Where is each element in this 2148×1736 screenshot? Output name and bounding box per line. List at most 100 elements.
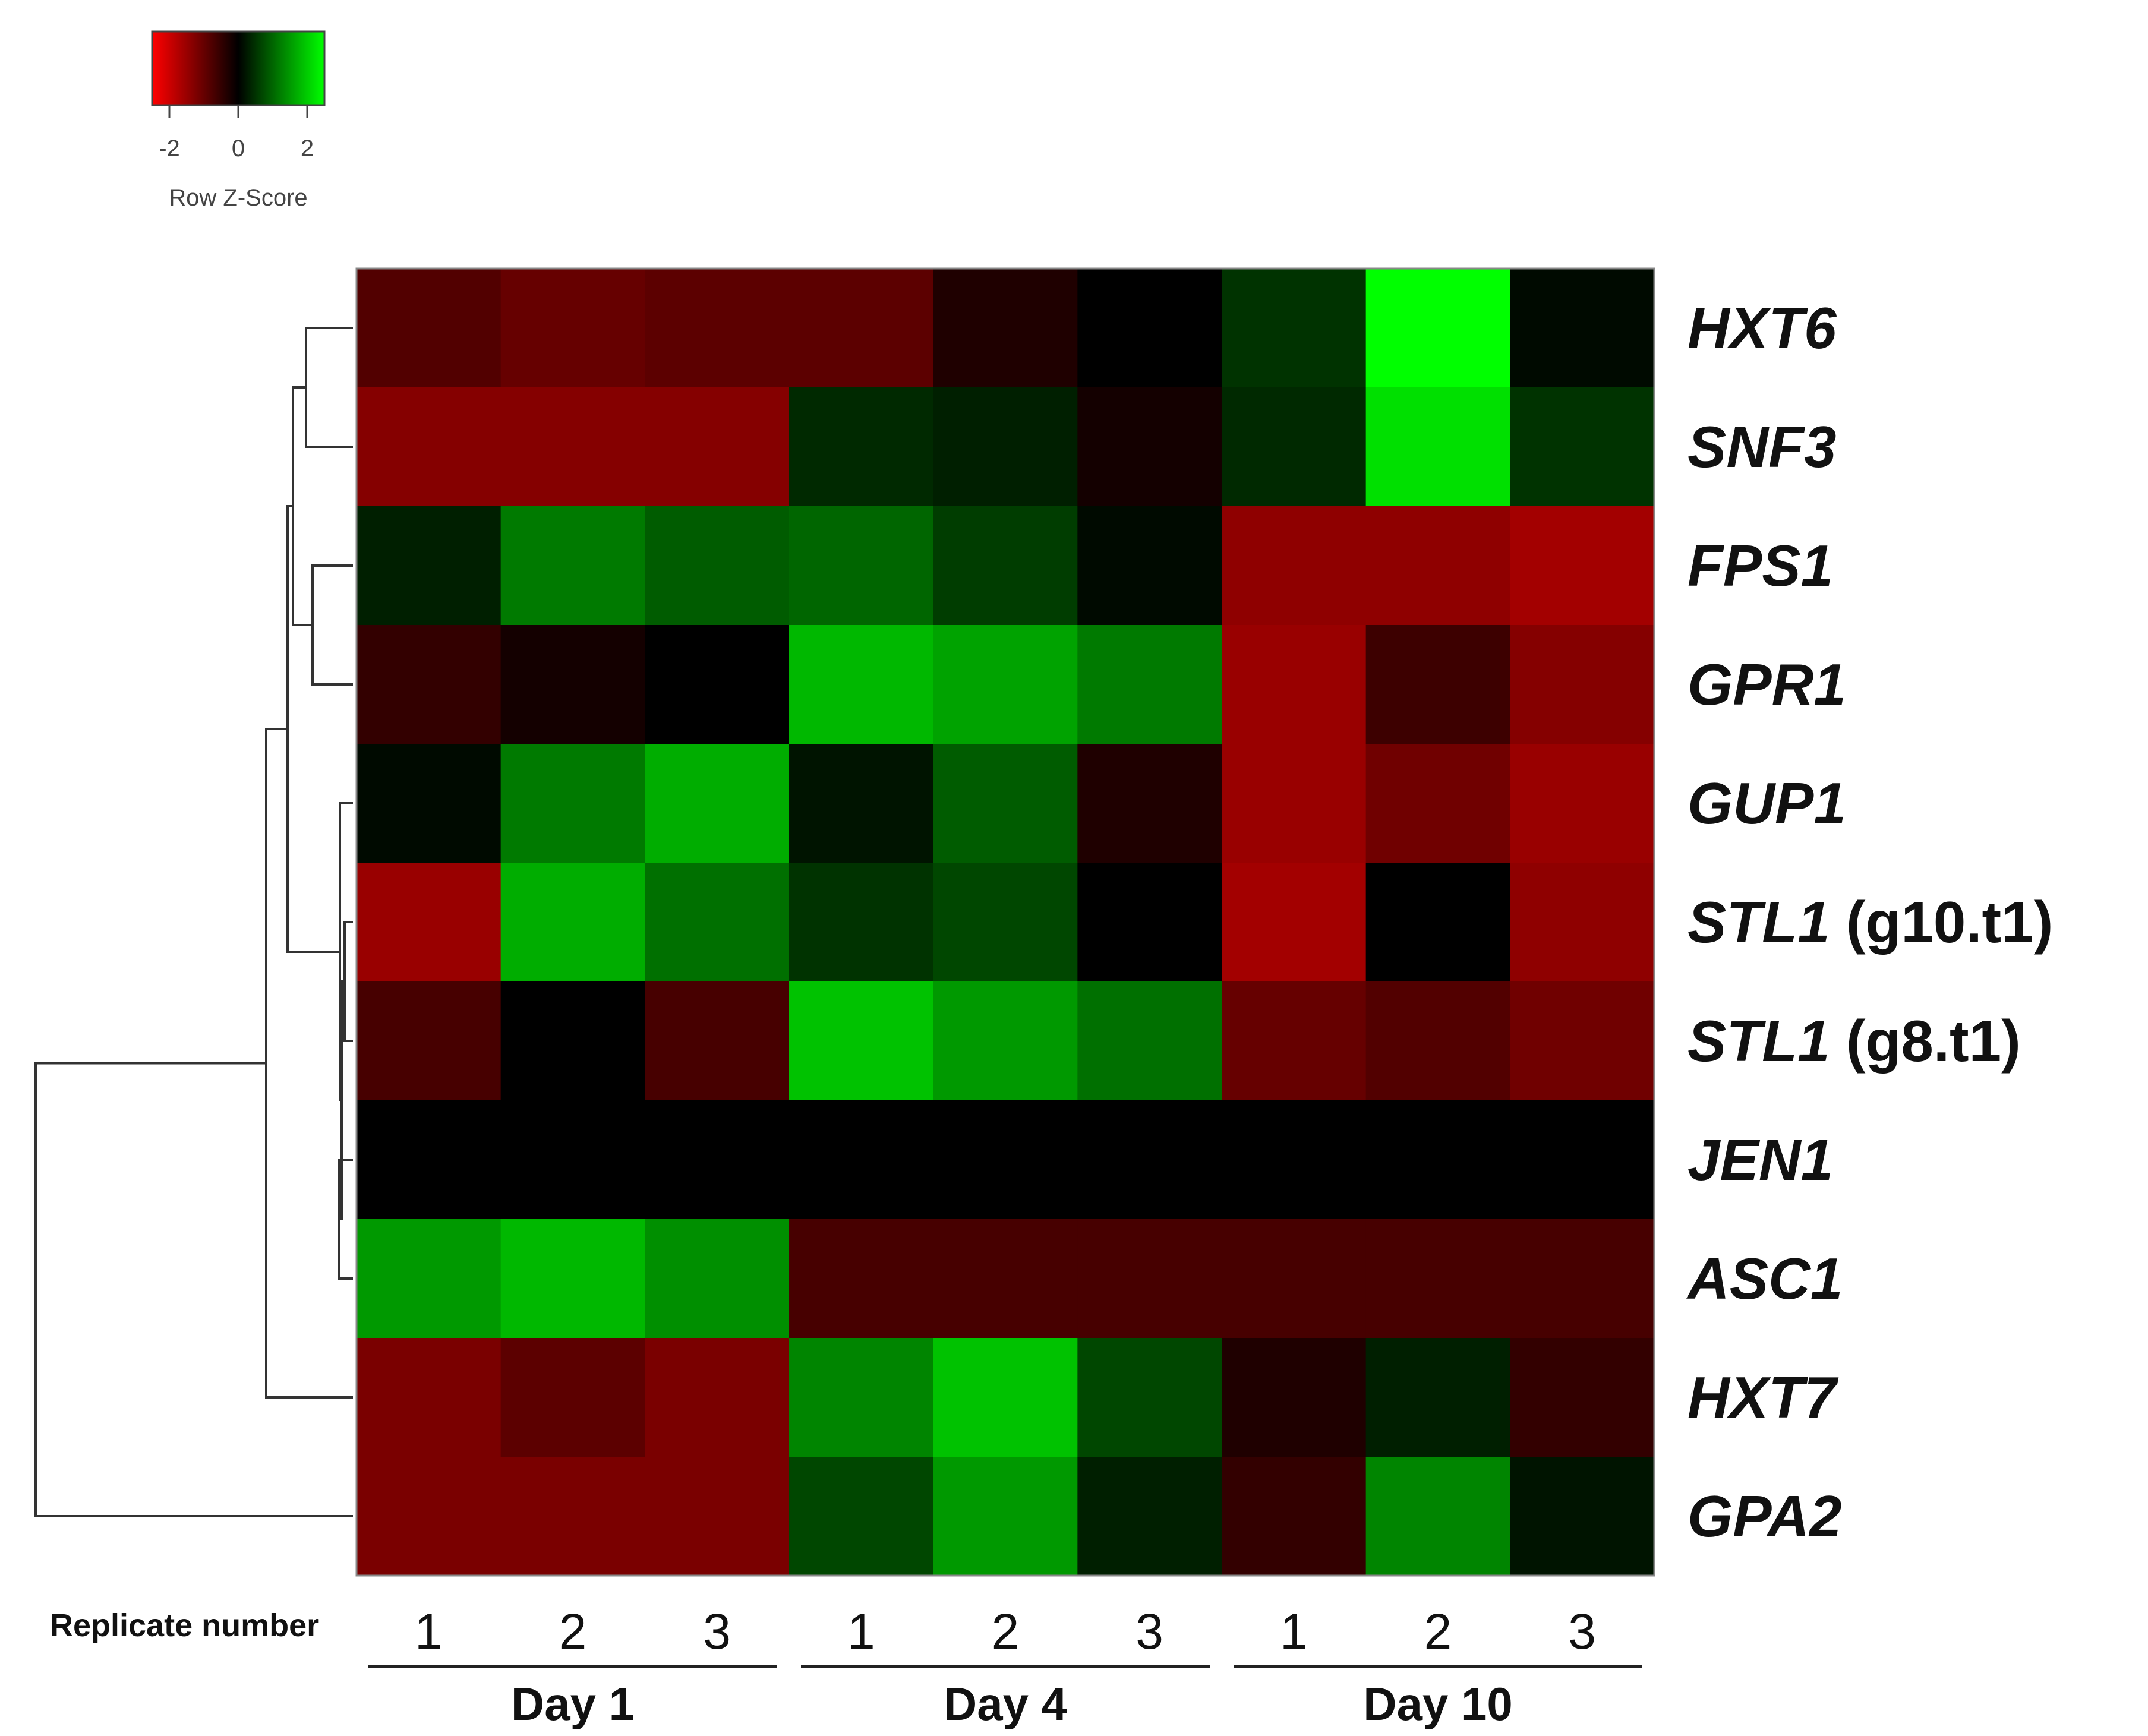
heatmap-cell <box>1077 1457 1222 1576</box>
heatmap-cell <box>1365 1100 1510 1220</box>
row-label: GUP1 <box>1688 771 1846 836</box>
heatmap-cell <box>645 863 790 982</box>
row-label-gene: JEN1 <box>1688 1127 1833 1192</box>
heatmap-cell <box>1510 1100 1655 1220</box>
group-label: Day 10 <box>1363 1678 1513 1730</box>
row-label: HXT7 <box>1688 1365 1839 1430</box>
heatmap-cell <box>645 269 790 388</box>
row-label: SNF3 <box>1688 414 1837 479</box>
row-label: GPR1 <box>1688 652 1846 717</box>
row-label-gene: HXT7 <box>1688 1365 1839 1430</box>
heatmap-cell <box>357 981 501 1101</box>
heatmap-cell <box>933 625 1078 744</box>
row-label-gene: ASC1 <box>1686 1246 1843 1311</box>
heatmap-cell <box>1365 1457 1510 1576</box>
heatmap-cell <box>645 1100 790 1220</box>
heatmap-cell <box>1077 744 1222 863</box>
heatmap-cell <box>789 1100 934 1220</box>
heatmap-cell <box>645 387 790 507</box>
heatmap-cell <box>789 625 934 744</box>
heatmap-cell <box>500 387 645 507</box>
heatmap-cell <box>645 744 790 863</box>
replicate-label: 1 <box>415 1604 443 1659</box>
heatmap-cell <box>1222 1100 1367 1220</box>
heatmap-cell <box>1077 506 1222 626</box>
heatmap-cell <box>1077 387 1222 507</box>
color-key-gradient-bar <box>151 30 326 106</box>
heatmap-cell <box>500 1338 645 1457</box>
color-key-legend: -2 0 2 Row Z-Score <box>151 30 326 211</box>
row-label-gene: STL1 <box>1688 889 1830 955</box>
heatmap-cell <box>1222 1219 1367 1339</box>
row-dendrogram <box>34 327 353 1517</box>
heatmap-cell <box>1365 506 1510 626</box>
row-label: FPS1 <box>1688 533 1833 598</box>
heatmap-cell <box>1510 863 1655 982</box>
color-key-title: Row Z-Score <box>169 185 307 211</box>
replicate-label: 3 <box>1568 1604 1596 1659</box>
heatmap-cell <box>500 269 645 388</box>
heatmap-cell <box>1510 506 1655 626</box>
dendrogram-branch <box>305 327 353 448</box>
heatmap-cell <box>1222 506 1367 626</box>
row-label-gene: STL1 <box>1688 1008 1830 1074</box>
row-label-gene: FPS1 <box>1688 533 1833 598</box>
column-labels: 1 2 3 Day 1 1 2 3 Day 4 1 2 3 Day 10 <box>368 1604 1642 1730</box>
row-label-gene: GPA2 <box>1688 1484 1842 1549</box>
color-key-tick-label: 0 <box>232 135 245 162</box>
heatmap-cell <box>1365 269 1510 388</box>
heatmap-cell <box>1222 625 1367 744</box>
heatmap-cell <box>1222 744 1367 863</box>
heatmap-cell <box>1077 1338 1222 1457</box>
heatmap-cell <box>645 1219 790 1339</box>
heatmap-cell <box>1077 1219 1222 1339</box>
heatmap-cell <box>933 1219 1078 1339</box>
heatmap-cell <box>357 863 501 982</box>
heatmap-cell <box>1510 1338 1655 1457</box>
heatmap-cell <box>933 387 1078 507</box>
heatmap-cell <box>500 863 645 982</box>
heatmap-cell <box>933 1100 1078 1220</box>
heatmap-cell <box>1510 744 1655 863</box>
heatmap-cell <box>1077 1100 1222 1220</box>
heatmap-cell <box>357 506 501 626</box>
heatmap-cell <box>1222 1457 1367 1576</box>
heatmap-cell <box>1510 1457 1655 1576</box>
heatmap-cell <box>1510 1219 1655 1339</box>
heatmap-cell <box>789 863 934 982</box>
heatmap-cell <box>1365 744 1510 863</box>
heatmap-cell <box>933 981 1078 1101</box>
row-label: STL1 (g10.t1) <box>1688 889 2053 955</box>
heatmap-cell <box>500 1457 645 1576</box>
row-label: GPA2 <box>1688 1484 1842 1549</box>
heatmap-cell <box>357 1338 501 1457</box>
heatmap-cell <box>1365 863 1510 982</box>
row-label: HXT6 <box>1688 295 1837 361</box>
heatmap-cell <box>500 1219 645 1339</box>
heatmap-cell <box>933 744 1078 863</box>
heatmap-cell <box>1077 269 1222 388</box>
row-label: STL1 (g8.t1) <box>1688 1008 2021 1074</box>
heatmap-cell <box>645 1457 790 1576</box>
heatmap-cell <box>500 744 645 863</box>
heatmap-cell <box>933 1338 1078 1457</box>
heatmap-cell <box>357 744 501 863</box>
heatmap-cell <box>1222 981 1367 1101</box>
row-label: JEN1 <box>1688 1127 1833 1192</box>
group-label: Day 1 <box>511 1678 635 1730</box>
heatmap-cell <box>645 1338 790 1457</box>
heatmap-cell <box>1077 863 1222 982</box>
heatmap-cell <box>789 506 934 626</box>
replicate-label: 1 <box>847 1604 875 1659</box>
heatmap-cell <box>645 625 790 744</box>
heatmap-cell <box>1222 387 1367 507</box>
heatmap-cell <box>789 981 934 1101</box>
heatmap-cell <box>645 506 790 626</box>
heatmap-cell <box>357 269 501 388</box>
heatmap-cell <box>500 981 645 1101</box>
replicate-label: 3 <box>703 1604 731 1659</box>
replicate-label: 2 <box>559 1604 587 1659</box>
group-label: Day 4 <box>944 1678 1067 1730</box>
row-label-suffix: (g10.t1) <box>1830 889 2054 955</box>
